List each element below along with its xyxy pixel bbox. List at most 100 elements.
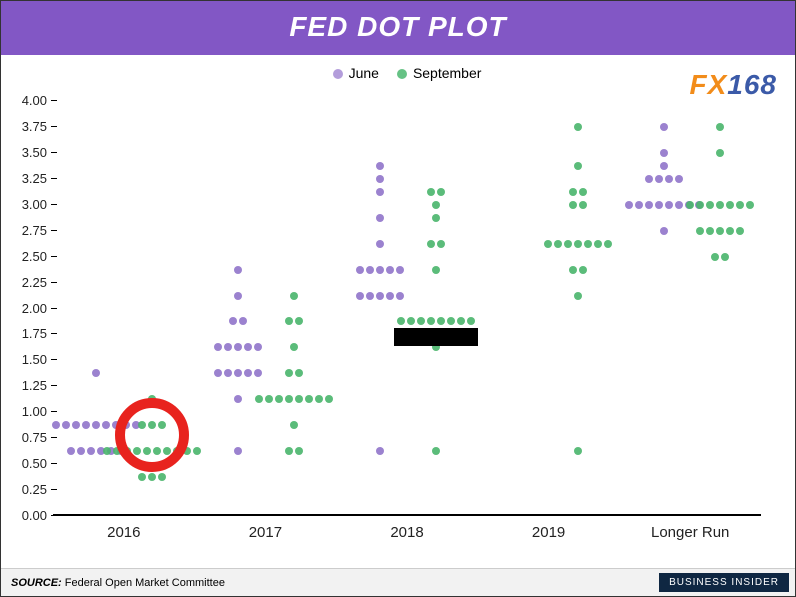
dot <box>437 240 445 248</box>
dot <box>376 266 384 274</box>
y-tick <box>51 178 57 179</box>
y-tick-label: 0.25 <box>22 482 47 497</box>
dot <box>77 447 85 455</box>
dot <box>427 188 435 196</box>
y-tick <box>51 515 57 516</box>
dot <box>285 395 293 403</box>
dot <box>579 266 587 274</box>
dot <box>234 343 242 351</box>
dot <box>234 395 242 403</box>
dot <box>148 473 156 481</box>
dot <box>366 266 374 274</box>
dot <box>92 421 100 429</box>
dot <box>457 317 465 325</box>
y-tick <box>51 256 57 257</box>
legend-swatch <box>397 69 407 79</box>
dot <box>67 447 75 455</box>
dot <box>467 317 475 325</box>
dot <box>655 201 663 209</box>
y-tick <box>51 359 57 360</box>
y-tick-label: 2.75 <box>22 223 47 238</box>
y-tick <box>51 333 57 334</box>
dot <box>325 395 333 403</box>
dot <box>579 188 587 196</box>
dot <box>574 447 582 455</box>
source: SOURCE: Federal Open Market Committee <box>11 577 225 589</box>
x-tick-label: 2019 <box>532 524 565 541</box>
legend-label: September <box>413 65 481 81</box>
dot <box>635 201 643 209</box>
dot <box>376 292 384 300</box>
dot <box>736 227 744 235</box>
dot <box>660 227 668 235</box>
dot <box>376 162 384 170</box>
dot <box>229 317 237 325</box>
source-label: SOURCE: <box>11 577 62 589</box>
dot <box>376 175 384 183</box>
dot <box>87 447 95 455</box>
y-tick <box>51 152 57 153</box>
dot <box>72 421 80 429</box>
dot <box>396 266 404 274</box>
dot <box>427 240 435 248</box>
watermark-fx: FX <box>690 69 728 100</box>
dot <box>52 421 60 429</box>
dot <box>376 447 384 455</box>
dot <box>285 317 293 325</box>
watermark-168: 168 <box>727 69 777 100</box>
dot <box>665 201 673 209</box>
dot <box>686 201 694 209</box>
dot <box>295 317 303 325</box>
dot <box>102 421 110 429</box>
dot <box>584 240 592 248</box>
dot <box>290 343 298 351</box>
dot <box>564 240 572 248</box>
dot <box>62 421 70 429</box>
dot <box>397 317 405 325</box>
dot <box>447 317 455 325</box>
dot <box>82 421 90 429</box>
dot <box>645 201 653 209</box>
y-tick-label: 0.00 <box>22 508 47 523</box>
dot <box>295 447 303 455</box>
y-tick <box>51 489 57 490</box>
dot <box>696 227 704 235</box>
y-tick-label: 3.50 <box>22 145 47 160</box>
dot <box>711 253 719 261</box>
y-tick-label: 0.75 <box>22 430 47 445</box>
y-tick-label: 1.00 <box>22 404 47 419</box>
dot <box>432 201 440 209</box>
x-tick-label: 2018 <box>390 524 423 541</box>
chart-title: FED DOT PLOT <box>289 11 506 42</box>
dot <box>366 292 374 300</box>
dot <box>574 123 582 131</box>
dot <box>254 369 262 377</box>
dot <box>386 266 394 274</box>
brand-badge: BUSINESS INSIDER <box>659 573 789 592</box>
dot <box>437 317 445 325</box>
y-tick <box>51 230 57 231</box>
dot <box>736 201 744 209</box>
dot <box>295 395 303 403</box>
y-tick <box>51 308 57 309</box>
dot <box>396 292 404 300</box>
dot <box>103 447 111 455</box>
dot <box>239 317 247 325</box>
dot <box>554 240 562 248</box>
dot <box>675 201 683 209</box>
dot <box>604 240 612 248</box>
legend-label: June <box>349 65 379 81</box>
dot <box>716 123 724 131</box>
dot <box>92 369 100 377</box>
dot <box>356 266 364 274</box>
dot <box>356 292 364 300</box>
dot <box>660 123 668 131</box>
y-tick <box>51 282 57 283</box>
x-tick-label: 2017 <box>249 524 282 541</box>
y-tick-label: 0.50 <box>22 456 47 471</box>
dot <box>625 201 633 209</box>
dot <box>726 227 734 235</box>
dot <box>234 369 242 377</box>
dot <box>665 175 673 183</box>
dot <box>726 201 734 209</box>
